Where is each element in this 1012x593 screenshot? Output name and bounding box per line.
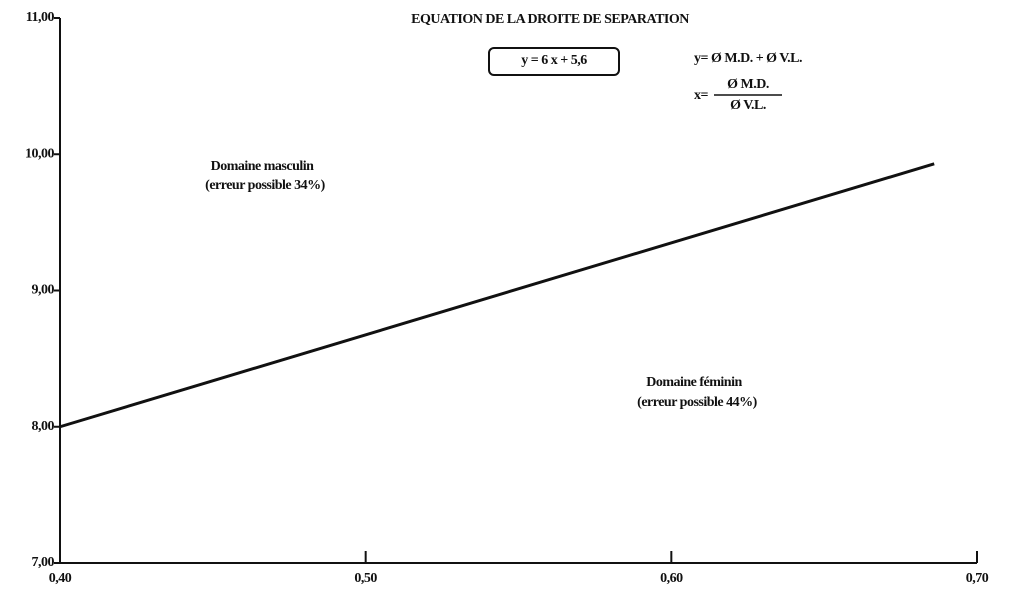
x-tick-label: 0,40 [49,571,72,586]
equation-box [488,47,620,76]
x-tick-label: 0,60 [660,571,683,586]
region-label: (erreur possible 44%) [637,395,757,410]
chart-title: EQUATION DE LA DROITE DE SEPARATION [411,12,689,27]
formula-y: y= Ø M.D. + Ø V.L. [694,51,802,66]
region-label: (erreur possible 34%) [205,178,325,193]
formula-denominator: Ø V.L. [730,98,766,113]
x-tick-label: 0,50 [354,571,377,586]
equation: y = 6 x + 5,6 [521,53,587,68]
y-tick-label: 10,00 [25,146,55,161]
formula-numerator: Ø M.D. [727,77,769,92]
y-tick-label: 11,00 [26,10,55,25]
y-tick-label: 9,00 [32,283,55,298]
region-label: Domaine féminin [646,375,742,390]
y-tick-label: 7,00 [32,555,55,570]
region-label: Domaine masculin [211,159,315,174]
x-tick-label: 0,70 [966,571,989,586]
y-tick-label: 8,00 [32,419,55,434]
line [59,162,935,429]
formula-x: x= [694,88,709,103]
